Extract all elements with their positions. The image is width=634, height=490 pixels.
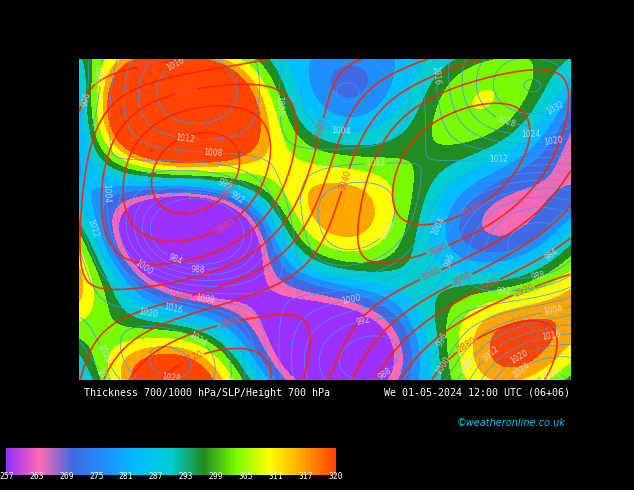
Text: Thickness 700/1000 hPa/SLP/Height 700 hPa: Thickness 700/1000 hPa/SLP/Height 700 hP… <box>84 388 330 398</box>
Text: 3000: 3000 <box>169 292 192 306</box>
Text: 1024: 1024 <box>521 130 541 139</box>
Text: 1004: 1004 <box>430 216 446 237</box>
Text: 3120: 3120 <box>181 350 204 367</box>
Text: 2920: 2920 <box>513 283 536 299</box>
Text: 996: 996 <box>443 252 456 269</box>
Text: 1000: 1000 <box>133 259 154 277</box>
Text: 281: 281 <box>119 472 134 481</box>
Text: 263: 263 <box>29 472 44 481</box>
Text: 1004: 1004 <box>101 184 112 204</box>
Text: 3040: 3040 <box>338 169 353 191</box>
Text: 984: 984 <box>543 246 560 263</box>
Text: 1012: 1012 <box>176 133 195 144</box>
Text: 1032: 1032 <box>545 99 566 117</box>
Text: 1012: 1012 <box>85 218 100 239</box>
Text: We 01-05-2024 12:00 UTC (06+06): We 01-05-2024 12:00 UTC (06+06) <box>384 388 570 398</box>
Text: 257: 257 <box>0 472 14 481</box>
Text: 996: 996 <box>436 331 450 348</box>
Text: 3000: 3000 <box>138 58 160 72</box>
Text: 992: 992 <box>229 190 246 206</box>
Text: 984: 984 <box>167 252 184 266</box>
Text: 311: 311 <box>269 472 283 481</box>
Text: 2920: 2920 <box>175 84 198 98</box>
Text: 3000: 3000 <box>451 270 474 288</box>
Text: 1012: 1012 <box>366 159 385 168</box>
Text: 992: 992 <box>356 315 372 327</box>
Text: 305: 305 <box>239 472 254 481</box>
Text: 1016: 1016 <box>165 56 186 73</box>
Text: 996: 996 <box>81 91 92 107</box>
Text: 1016: 1016 <box>430 65 441 85</box>
Text: 275: 275 <box>89 472 103 481</box>
Text: 1020: 1020 <box>138 307 158 319</box>
Text: ©weatheronline.co.uk: ©weatheronline.co.uk <box>457 417 566 428</box>
Text: 1028: 1028 <box>160 372 181 383</box>
Text: 269: 269 <box>59 472 74 481</box>
Text: 1008: 1008 <box>458 355 476 376</box>
Text: 2880: 2880 <box>455 336 478 355</box>
Text: 2960: 2960 <box>314 118 328 141</box>
Text: 1020: 1020 <box>96 343 112 365</box>
Text: 1000: 1000 <box>340 294 361 306</box>
Text: 988: 988 <box>531 270 547 282</box>
Text: 1008: 1008 <box>203 147 223 158</box>
Text: 1016: 1016 <box>163 302 183 315</box>
Text: 988: 988 <box>377 366 394 381</box>
Text: 1028: 1028 <box>541 369 561 380</box>
Text: 3120: 3120 <box>460 201 483 219</box>
Text: 287: 287 <box>149 472 164 481</box>
Text: 2840: 2840 <box>220 177 240 200</box>
Text: 1028: 1028 <box>495 114 516 129</box>
Text: 3080: 3080 <box>217 316 240 330</box>
Text: 320: 320 <box>328 472 344 481</box>
Text: 317: 317 <box>299 472 313 481</box>
Text: 1024: 1024 <box>511 360 531 379</box>
Text: 2880: 2880 <box>214 217 236 235</box>
Text: 996: 996 <box>217 177 233 191</box>
Text: 1008: 1008 <box>195 294 216 305</box>
Text: 1004: 1004 <box>543 304 564 317</box>
Text: 299: 299 <box>209 472 223 481</box>
Text: 3080: 3080 <box>426 242 449 257</box>
Text: 1020: 1020 <box>543 135 564 147</box>
Text: 988: 988 <box>190 265 205 274</box>
Text: 1008: 1008 <box>275 96 284 115</box>
Text: 1016: 1016 <box>378 220 396 241</box>
Text: 3040: 3040 <box>419 266 443 283</box>
Text: 1012: 1012 <box>489 155 508 164</box>
Text: 1016: 1016 <box>95 367 113 388</box>
Text: 293: 293 <box>179 472 193 481</box>
Text: 1024: 1024 <box>187 330 209 348</box>
Text: 1016: 1016 <box>541 330 561 343</box>
Text: 1012: 1012 <box>481 343 501 363</box>
Text: 1000: 1000 <box>96 65 107 85</box>
Text: 1000: 1000 <box>434 355 451 376</box>
Text: 992: 992 <box>496 286 511 295</box>
Text: 1020: 1020 <box>508 348 529 366</box>
Text: 1004: 1004 <box>331 126 351 136</box>
Text: 2960: 2960 <box>478 276 501 294</box>
